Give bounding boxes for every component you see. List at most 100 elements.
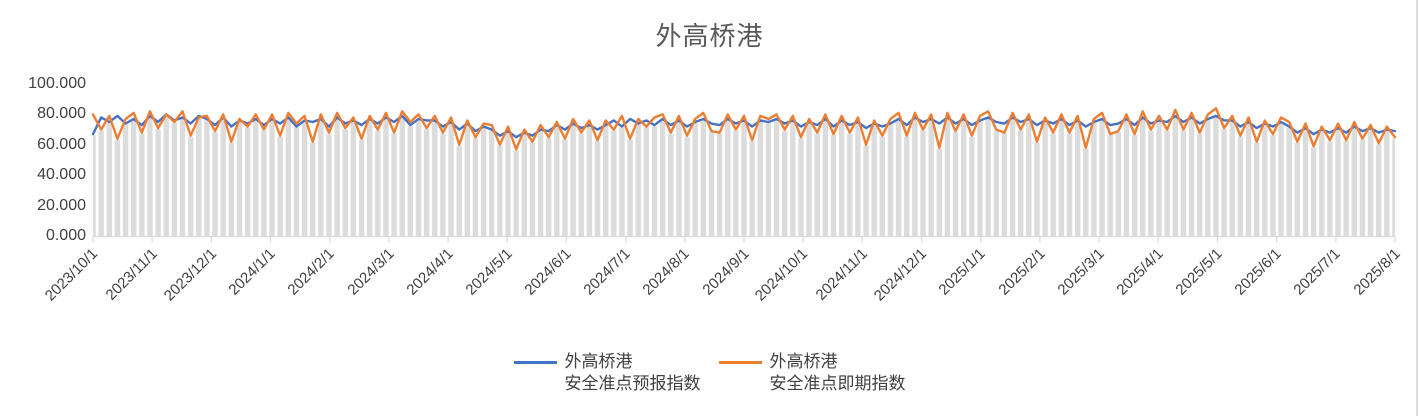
drop-line <box>822 119 829 236</box>
drop-line <box>1294 142 1301 236</box>
drop-line <box>293 127 300 236</box>
drop-line <box>562 139 568 236</box>
drop-line <box>1327 141 1333 236</box>
drop-line <box>432 121 438 236</box>
drop-line <box>977 121 983 236</box>
drop-line <box>1017 130 1024 236</box>
drop-line <box>1270 135 1276 236</box>
drop-line <box>1066 133 1073 236</box>
drop-line <box>594 141 601 236</box>
y-axis-label: 20.000 <box>37 196 86 214</box>
drop-line <box>220 118 226 236</box>
drop-line <box>1319 130 1325 236</box>
drop-line <box>684 136 690 236</box>
drop-line <box>1050 133 1056 236</box>
drop-line <box>196 118 202 236</box>
drop-line <box>1164 130 1170 236</box>
drop-line <box>537 130 544 236</box>
drop-line <box>480 127 487 236</box>
drop-line <box>1123 119 1130 236</box>
drop-line <box>1091 123 1097 236</box>
legend-item-spot: 外高桥港 安全准点即期指数 <box>718 351 906 395</box>
drop-line <box>1001 133 1008 236</box>
drop-line <box>253 119 259 236</box>
drop-line <box>790 121 796 236</box>
drop-line <box>611 130 617 236</box>
legend: 外高桥港 安全准点预报指数 外高桥港 安全准点即期指数 <box>0 351 1419 395</box>
drop-line <box>423 129 430 236</box>
drop-line <box>887 124 894 236</box>
drop-line <box>1009 118 1016 236</box>
drop-line <box>399 116 405 236</box>
drop-line <box>578 133 584 236</box>
drop-line <box>187 136 194 236</box>
drop-line <box>668 133 674 236</box>
drop-line <box>1392 138 1395 236</box>
drop-line <box>725 119 731 236</box>
drop-line <box>497 145 503 236</box>
drop-line <box>1351 127 1358 236</box>
drop-line <box>342 129 348 236</box>
drop-line <box>781 130 788 236</box>
drop-line <box>570 124 576 236</box>
drop-line <box>1253 142 1260 236</box>
drop-line <box>1042 121 1048 236</box>
y-axis-label: 0.000 <box>45 227 86 244</box>
drop-line <box>708 132 715 236</box>
drop-line <box>489 130 495 236</box>
drop-line <box>1205 119 1211 236</box>
drop-line <box>1213 116 1219 236</box>
drop-line <box>326 133 332 236</box>
drop-line <box>912 118 918 236</box>
drop-line <box>464 124 471 236</box>
drop-line <box>375 130 381 236</box>
drop-line <box>1188 118 1195 236</box>
drop-line <box>928 119 934 236</box>
legend-line-swatch <box>718 361 762 364</box>
legend-line-swatch <box>513 361 557 364</box>
y-axis-label: 40.000 <box>37 166 86 184</box>
drop-line <box>773 119 780 236</box>
drop-line <box>1172 116 1178 236</box>
drop-line <box>440 133 446 236</box>
drop-line <box>204 119 210 236</box>
drop-line <box>1180 130 1187 236</box>
drop-line <box>1115 132 1122 236</box>
drop-line <box>952 132 959 236</box>
drop-line <box>155 129 161 236</box>
drop-line <box>93 135 96 236</box>
drop-line <box>602 126 609 236</box>
drop-line <box>236 121 243 236</box>
drop-line <box>1359 139 1366 236</box>
series-spot-line <box>91 107 1397 151</box>
drop-line <box>1148 130 1154 236</box>
drop-line <box>692 123 698 236</box>
drop-line <box>513 150 519 236</box>
chart-title: 外高桥港 <box>655 21 764 51</box>
drop-line <box>879 136 886 236</box>
drop-line <box>383 118 389 236</box>
drop-line <box>1302 129 1309 236</box>
drop-line <box>904 136 910 236</box>
drop-line <box>171 123 178 236</box>
drop-line <box>798 138 804 236</box>
drop-line <box>936 148 942 236</box>
drop-line <box>838 121 845 236</box>
drop-line <box>277 136 283 236</box>
drop-line <box>114 139 121 236</box>
drop-line <box>1156 121 1162 236</box>
drop-line <box>1245 123 1252 236</box>
drop-line <box>1107 135 1113 236</box>
drop-line <box>586 126 593 236</box>
drop-line <box>830 135 837 236</box>
drop-line <box>1083 148 1089 236</box>
drop-line <box>366 119 373 236</box>
drop-line <box>554 126 560 236</box>
y-axis-label: 60.000 <box>37 135 86 153</box>
drop-line <box>130 119 137 236</box>
drop-line <box>415 119 422 236</box>
drop-line <box>676 121 682 236</box>
drop-line <box>871 124 877 236</box>
legend-item-forecast: 外高桥港 安全准点预报指数 <box>513 351 701 395</box>
